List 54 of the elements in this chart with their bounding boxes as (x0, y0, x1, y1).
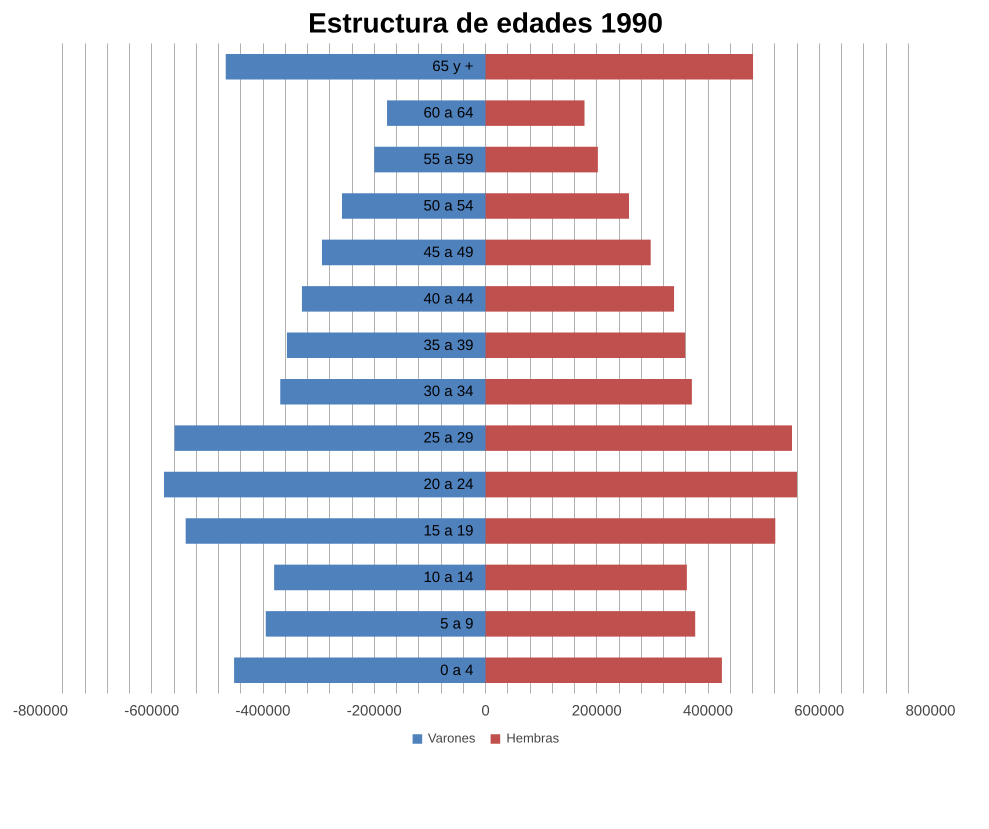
bar (486, 100, 585, 126)
bar (486, 378, 692, 404)
y-tick-label: 10 a 14 (423, 568, 474, 586)
bar (486, 658, 722, 684)
y-tick-label: 35 a 39 (423, 336, 474, 354)
y-tick-label: 25 a 29 (423, 430, 474, 447)
bar (486, 472, 797, 498)
bar (486, 286, 674, 312)
x-tick-label: 200000 (572, 702, 622, 720)
y-tick-label: 45 a 49 (423, 244, 474, 261)
y-tick-label: 65 y + (432, 58, 474, 76)
chart-title: Estructura de edades 1990 (308, 8, 663, 38)
x-tick-label: 400000 (682, 702, 734, 720)
bar (387, 100, 486, 126)
y-tick-label: 55 a 59 (423, 151, 474, 168)
bar (164, 472, 486, 498)
bar (174, 425, 486, 451)
legend-label: Varones (428, 730, 476, 746)
y-tick-label: 60 a 64 (423, 104, 474, 122)
x-tick-label: -400000 (235, 702, 291, 720)
bar (486, 564, 687, 590)
x-tick-label: -200000 (346, 702, 402, 720)
bar (486, 518, 776, 544)
y-tick-label: 30 a 34 (423, 383, 474, 400)
y-tick-label: 40 a 44 (423, 290, 474, 308)
x-tick-label: 0 (481, 702, 490, 720)
bar (302, 286, 486, 312)
bar (322, 240, 486, 266)
y-tick-label: 5 a 9 (440, 615, 474, 632)
bar (486, 332, 686, 358)
x-tick-label: -800000 (12, 702, 68, 720)
legend-label: Hembras (506, 730, 560, 746)
y-tick-label: 20 a 24 (423, 476, 474, 494)
bar (486, 146, 598, 172)
bar (374, 146, 486, 172)
bar (486, 611, 696, 637)
bar (226, 54, 486, 80)
y-tick-label: 15 a 19 (423, 522, 474, 540)
x-tick-label: 800000 (905, 702, 956, 720)
bar (186, 518, 486, 544)
bar (486, 54, 754, 80)
bar (342, 193, 486, 219)
bar (234, 658, 486, 684)
bar (280, 378, 486, 404)
bar (486, 240, 651, 266)
bar (486, 425, 792, 451)
y-tick-label: 50 a 54 (423, 198, 474, 214)
bar (266, 611, 486, 637)
x-tick-label: 600000 (794, 702, 844, 720)
y-tick-label: 0 a 4 (440, 662, 474, 679)
bar (274, 564, 486, 590)
bar (286, 332, 486, 358)
bar (486, 193, 630, 219)
x-tick-label: -600000 (124, 702, 180, 720)
